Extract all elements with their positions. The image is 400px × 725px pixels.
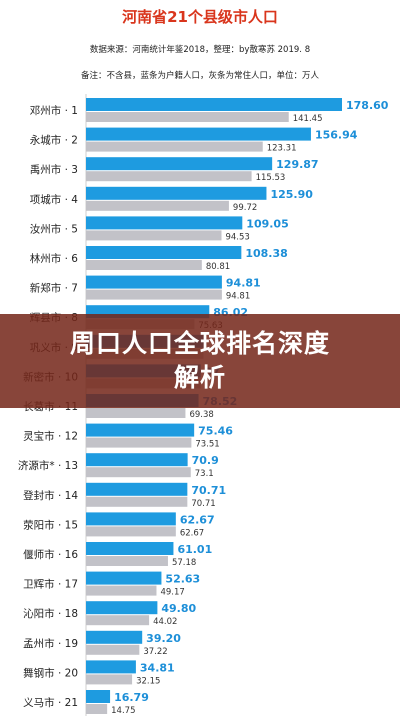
- value-label-household: 108.38: [245, 247, 287, 260]
- category-label: 永城市 · 2: [30, 134, 78, 147]
- bar-resident: [86, 556, 168, 566]
- value-label-resident: 141.45: [293, 114, 323, 124]
- value-label-household: 75.46: [198, 425, 233, 438]
- chart-subtitle: 数据来源：河南统计年鉴2018，整理：by散寒苏 2019. 8: [90, 44, 310, 55]
- bar-resident: [86, 615, 150, 626]
- value-label-resident: 62.67: [180, 528, 204, 538]
- value-label-resident: 73.51: [195, 440, 219, 450]
- category-label: 舞钢市 · 20: [23, 666, 78, 679]
- value-label-household: 61.01: [177, 543, 212, 556]
- bar-household: [86, 630, 143, 644]
- bar-household: [86, 482, 188, 496]
- bar-household: [86, 690, 111, 703]
- bar-resident: [86, 437, 192, 448]
- bar-household: [86, 98, 342, 111]
- category-label: 灵宝市 · 12: [23, 430, 78, 443]
- category-label: 新郑市 · 7: [30, 282, 78, 295]
- bar-household: [86, 186, 267, 200]
- overlay-title-line2: 解析: [173, 363, 226, 392]
- bar-household: [86, 157, 273, 171]
- category-label: 济源市* · 13: [18, 459, 78, 472]
- value-label-household: 62.67: [180, 513, 215, 526]
- value-label-resident: 94.53: [225, 232, 249, 242]
- bar-household: [86, 275, 222, 289]
- value-label-household: 34.81: [140, 661, 175, 674]
- bar-resident: [86, 141, 263, 152]
- bar-household: [86, 216, 243, 230]
- value-label-household: 39.20: [146, 632, 181, 645]
- value-label-resident: 115.53: [256, 173, 286, 183]
- value-label-resident: 32.15: [136, 676, 160, 686]
- bar-resident: [86, 289, 222, 300]
- value-label-household: 52.63: [165, 573, 200, 586]
- value-label-household: 70.71: [191, 484, 226, 497]
- bar-resident: [86, 704, 108, 714]
- category-label: 孟州市 · 19: [23, 637, 78, 650]
- overlay-title-line1: 周口人口全球排名深度: [69, 329, 330, 358]
- bar-household: [86, 127, 311, 141]
- value-label-household: 178.60: [346, 99, 389, 112]
- bar-resident: [86, 467, 191, 478]
- category-label: 卫辉市 · 17: [23, 578, 78, 591]
- category-label: 邓州市 · 1: [30, 104, 78, 117]
- value-label-household: 156.94: [315, 129, 358, 142]
- chart-note: 备注：不含县，蓝条为户籍人口，灰条为常住人口，单位：万人: [81, 70, 320, 81]
- value-label-resident: 94.81: [226, 292, 250, 302]
- bar-resident: [86, 674, 133, 685]
- bar-resident: [86, 260, 202, 270]
- category-label: 登封市 · 14: [23, 489, 78, 502]
- bar-resident: [86, 644, 140, 655]
- bar-household: [86, 601, 158, 615]
- value-label-household: 125.90: [270, 188, 313, 201]
- value-label-resident: 44.02: [153, 617, 177, 627]
- value-label-household: 94.81: [226, 277, 261, 290]
- value-label-resident: 73.1: [195, 469, 214, 479]
- bar-household: [86, 571, 162, 585]
- value-label-resident: 80.81: [206, 262, 230, 272]
- bar-household: [86, 542, 174, 555]
- bar-resident: [86, 585, 157, 596]
- bar-household: [86, 512, 176, 526]
- value-label-resident: 49.17: [160, 588, 184, 598]
- bar-resident: [86, 496, 188, 507]
- value-label-household: 70.9: [192, 454, 219, 467]
- value-label-resident: 14.75: [111, 706, 135, 716]
- value-label-resident: 57.18: [172, 558, 196, 568]
- bar-household: [86, 423, 195, 437]
- category-label: 禹州市 · 3: [30, 163, 78, 176]
- value-label-resident: 69.38: [189, 410, 213, 420]
- value-label-resident: 123.31: [267, 144, 297, 154]
- value-label-resident: 99.72: [233, 203, 257, 213]
- category-label: 项城市 · 4: [30, 193, 79, 206]
- value-label-resident: 70.71: [191, 499, 215, 509]
- category-label: 沁阳市 · 18: [23, 607, 78, 620]
- article-title-overlay: 周口人口全球排名深度 解析: [0, 314, 400, 408]
- bar-household: [86, 453, 188, 467]
- value-label-household: 16.79: [114, 691, 149, 704]
- value-label-household: 49.80: [161, 602, 196, 615]
- bar-resident: [86, 408, 186, 418]
- bar-household: [86, 246, 242, 259]
- bar-resident: [86, 526, 176, 537]
- bar-resident: [86, 230, 222, 241]
- category-label: 林州市 · 6: [30, 252, 79, 265]
- chart-title: 河南省21个县级市人口: [122, 8, 278, 26]
- category-label: 汝州市 · 5: [30, 222, 78, 235]
- value-label-household: 129.87: [276, 158, 318, 171]
- category-label: 义马市 · 21: [23, 696, 78, 709]
- value-label-resident: 37.22: [143, 647, 167, 657]
- value-label-household: 109.05: [246, 217, 288, 230]
- bar-resident: [86, 112, 289, 122]
- category-label: 荥阳市 · 15: [23, 518, 78, 531]
- bar-resident: [86, 200, 229, 211]
- bar-resident: [86, 171, 252, 182]
- bar-household: [86, 660, 136, 674]
- category-label: 偃师市 · 16: [23, 548, 78, 561]
